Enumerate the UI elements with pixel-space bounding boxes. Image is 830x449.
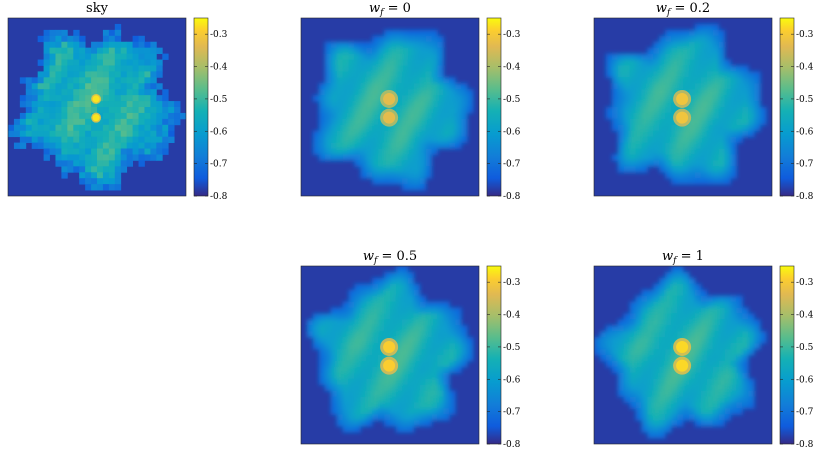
colorbar-tick-label: -0.5: [796, 95, 814, 105]
heatmap-image: [593, 17, 773, 197]
colorbar-tick-label: -0.3: [210, 30, 228, 40]
colorbar-tick-label: -0.3: [796, 278, 814, 288]
colorbar-tick-label: -0.7: [503, 160, 521, 170]
colorbar: -0.3 -0.4 -0.5 -0.6 -0.7 -0.8: [486, 265, 521, 449]
colorbar-tick-label: -0.3: [503, 278, 521, 288]
colorbar-tick-label: -0.5: [503, 95, 521, 105]
colorbar: -0.3 -0.4 -0.5 -0.6 -0.7 -0.8: [486, 17, 521, 202]
colorbar-tick-label: -0.7: [796, 160, 814, 170]
colorbar: -0.3 -0.4 -0.5 -0.6 -0.7 -0.8: [779, 265, 814, 449]
panel-title: wf = 0.2: [656, 1, 710, 18]
colorbar-tick-label: -0.8: [796, 192, 814, 202]
colorbar-tick-label: -0.8: [210, 192, 228, 202]
panel-title: sky: [86, 1, 109, 16]
colorbar-tick-label: -0.4: [503, 311, 521, 321]
colorbar-tick-label: -0.6: [210, 127, 228, 137]
heatmap-image: [300, 265, 480, 445]
colorbar-tick-label: -0.3: [796, 30, 814, 40]
colorbar-tick-label: -0.5: [503, 343, 521, 353]
colorbar: -0.3 -0.4 -0.5 -0.6 -0.7 -0.8: [779, 17, 814, 202]
colorbar-tick-label: -0.6: [503, 375, 521, 385]
colorbar-tick-label: -0.3: [503, 30, 521, 40]
colorbar-tick-label: -0.8: [796, 440, 814, 449]
colorbar-tick-label: -0.5: [210, 95, 228, 105]
heatmap-image: [7, 17, 187, 197]
colorbar-tick-label: -0.4: [796, 311, 814, 321]
heatmap-image: [593, 265, 773, 445]
colorbar-tick-label: -0.7: [796, 408, 814, 418]
colorbar-tick-label: -0.6: [796, 127, 814, 137]
colorbar-tick-label: -0.4: [796, 63, 814, 73]
colorbar-tick-label: -0.7: [503, 408, 521, 418]
colorbar: -0.3 -0.4 -0.5 -0.6 -0.7 -0.8: [193, 17, 228, 202]
colorbar-tick-label: -0.4: [503, 63, 521, 73]
panel-title: wf = 0.5: [363, 249, 417, 266]
colorbar-tick-label: -0.6: [503, 127, 521, 137]
panel-title: wf = 0: [369, 1, 411, 18]
panel-title: wf = 1: [662, 249, 704, 266]
heatmap-image: [300, 17, 480, 197]
colorbar-tick-label: -0.4: [210, 63, 228, 73]
colorbar-tick-label: -0.5: [796, 343, 814, 353]
colorbar-tick-label: -0.7: [210, 160, 228, 170]
colorbar-tick-label: -0.6: [796, 375, 814, 385]
colorbar-tick-label: -0.8: [503, 192, 521, 202]
colorbar-tick-label: -0.8: [503, 440, 521, 449]
